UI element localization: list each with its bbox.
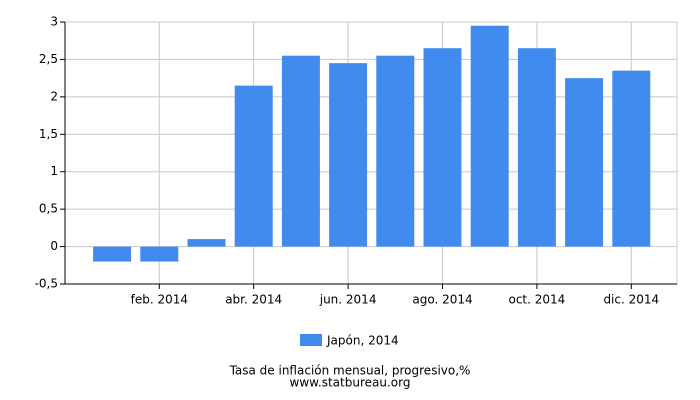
x-tick-label: ago. 2014 xyxy=(412,293,472,307)
y-tick-label: 2 xyxy=(50,89,58,103)
y-tick-label: 1,5 xyxy=(39,127,58,141)
bar xyxy=(93,246,132,262)
y-tick-label: 1 xyxy=(50,164,58,178)
legend-swatch xyxy=(300,334,322,346)
bar xyxy=(234,85,273,247)
bar xyxy=(612,70,651,247)
x-tick-label: feb. 2014 xyxy=(131,293,188,307)
chart-title: Tasa de inflación mensual, progresivo,% xyxy=(229,364,471,378)
y-tick-label: 0,5 xyxy=(39,202,58,216)
x-tick-label: abr. 2014 xyxy=(225,293,282,307)
bar xyxy=(281,55,320,247)
bar xyxy=(376,55,415,247)
x-tick-label: dic. 2014 xyxy=(603,293,659,307)
x-tick-label: oct. 2014 xyxy=(508,293,565,307)
y-tick-label: 0 xyxy=(50,239,58,253)
y-tick-label: -0,5 xyxy=(35,277,58,291)
bar xyxy=(470,25,509,247)
bar xyxy=(140,246,179,262)
y-tick-label: 2,5 xyxy=(39,52,58,66)
bar xyxy=(565,78,604,247)
x-tick-label: jun. 2014 xyxy=(319,293,377,307)
legend-label: Japón, 2014 xyxy=(326,334,399,348)
bar xyxy=(329,63,368,247)
bar xyxy=(517,48,556,247)
chart-subtitle: www.statbureau.org xyxy=(290,376,411,390)
y-tick-label: 3 xyxy=(50,15,58,29)
bar xyxy=(423,48,462,247)
bar xyxy=(187,239,226,247)
